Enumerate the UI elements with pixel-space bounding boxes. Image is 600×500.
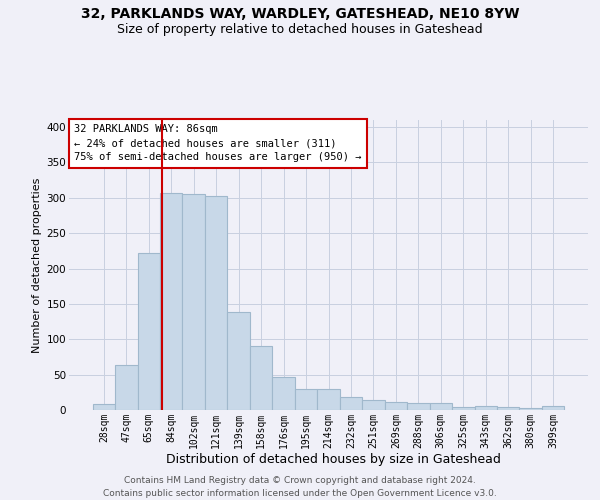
Text: Contains HM Land Registry data © Crown copyright and database right 2024.
Contai: Contains HM Land Registry data © Crown c… — [103, 476, 497, 498]
Bar — [295, 389, 317, 410]
Bar — [205, 196, 227, 410]
Text: Distribution of detached houses by size in Gateshead: Distribution of detached houses by size … — [166, 452, 500, 466]
Bar — [250, 346, 272, 410]
Bar — [452, 407, 475, 410]
Bar — [160, 193, 182, 410]
Text: 32, PARKLANDS WAY, WARDLEY, GATESHEAD, NE10 8YW: 32, PARKLANDS WAY, WARDLEY, GATESHEAD, N… — [81, 8, 519, 22]
Bar — [137, 253, 160, 410]
Y-axis label: Number of detached properties: Number of detached properties — [32, 178, 43, 352]
Bar — [317, 389, 340, 410]
Bar — [475, 406, 497, 410]
Bar — [92, 404, 115, 410]
Bar — [115, 366, 137, 410]
Bar — [182, 194, 205, 410]
Bar — [362, 400, 385, 410]
Bar — [407, 403, 430, 410]
Bar — [430, 403, 452, 410]
Text: Size of property relative to detached houses in Gateshead: Size of property relative to detached ho… — [117, 22, 483, 36]
Bar — [497, 407, 520, 410]
Bar — [340, 396, 362, 410]
Text: 32 PARKLANDS WAY: 86sqm
← 24% of detached houses are smaller (311)
75% of semi-d: 32 PARKLANDS WAY: 86sqm ← 24% of detache… — [74, 124, 362, 162]
Bar — [272, 377, 295, 410]
Bar — [385, 402, 407, 410]
Bar — [542, 406, 565, 410]
Bar — [227, 312, 250, 410]
Bar — [520, 408, 542, 410]
